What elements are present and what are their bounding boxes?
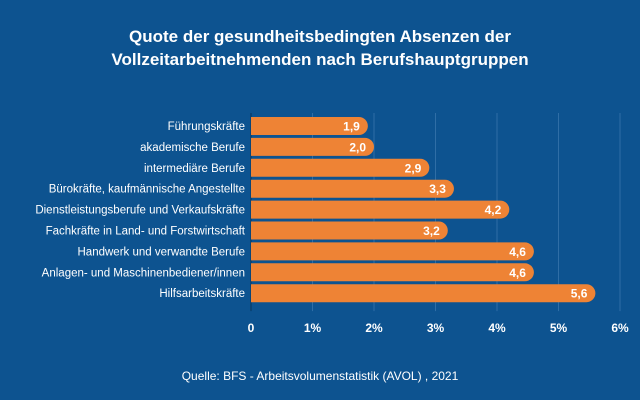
bar: [251, 137, 374, 156]
bar: [251, 117, 368, 135]
bar: [251, 179, 454, 198]
chart-title-line-1: Quote der gesundheitsbedingten Absenzen …: [129, 27, 511, 46]
bar: [251, 200, 510, 219]
category-label: Dienstleistungsberufe und Verkaufskräfte: [35, 205, 245, 217]
category-label: Führungskräfte: [168, 121, 245, 133]
category-label: Hilfsarbeitskräfte: [159, 288, 245, 300]
bar: [251, 242, 534, 261]
data-label: 3,3: [429, 182, 446, 196]
x-tick-label: 5%: [550, 321, 568, 335]
data-label: 4,2: [485, 203, 502, 217]
x-tick-label: 0: [248, 321, 255, 335]
x-tick-label: 6%: [611, 321, 629, 335]
bar: [251, 263, 534, 282]
x-tick-label: 4%: [488, 321, 506, 335]
data-label: 4,6: [509, 245, 526, 259]
category-label: Anlagen- und Maschinenbediener/innen: [42, 267, 245, 279]
category-label: intermediäre Berufe: [144, 163, 245, 175]
data-label: 4,6: [509, 266, 526, 280]
category-label: Bürokräfte, kaufmännische Angestellte: [49, 184, 245, 196]
x-tick-label: 2%: [365, 321, 383, 335]
data-label: 5,6: [571, 287, 588, 301]
x-tick-label: 1%: [304, 321, 322, 335]
chart-title-line-2: Vollzeitarbeitnehmenden nach Berufshaupt…: [111, 50, 528, 69]
category-label: Handwerk und verwandte Berufe: [78, 246, 246, 258]
source-note: Quelle: BFS - Arbeitsvolumenstatistik (A…: [182, 369, 459, 383]
data-label: 2,9: [405, 161, 422, 175]
bar: [251, 221, 448, 240]
data-label: 1,9: [343, 120, 360, 134]
bar: [251, 284, 596, 303]
bar: [251, 158, 430, 177]
data-label: 2,0: [349, 140, 366, 154]
x-tick-label: 3%: [427, 321, 445, 335]
data-label: 3,2: [423, 224, 440, 238]
category-label: akademische Berufe: [140, 142, 245, 154]
category-label: Fachkräfte in Land- und Forstwirtschaft: [46, 226, 246, 238]
